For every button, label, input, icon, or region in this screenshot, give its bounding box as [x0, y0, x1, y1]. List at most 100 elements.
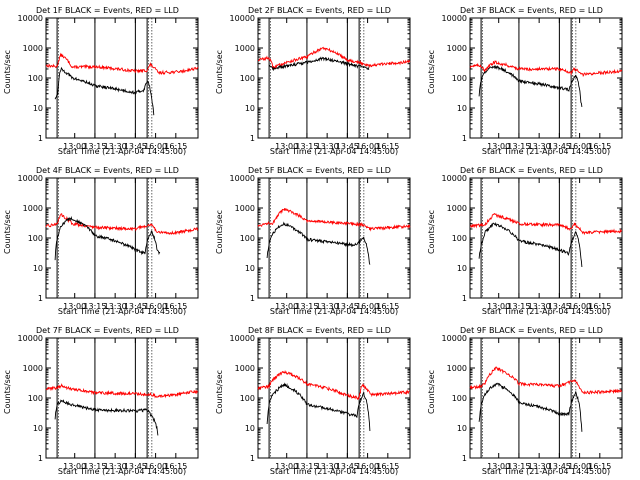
series-lld [469, 60, 623, 78]
x-axis-label: Start Time (21-Apr-04 14:45:00) [482, 467, 610, 476]
y-tick-label: 1 [462, 134, 467, 143]
y-tick-label: 1000 [447, 364, 467, 373]
x-tick-label: 16:00 [144, 302, 167, 311]
y-tick-label: 1000 [235, 44, 255, 53]
panel-2: Det 2F BLACK = Events, RED = LLD Counts/s… [215, 6, 411, 156]
x-tick-label: 13:45 [124, 142, 147, 151]
y-tick-label: 10 [457, 424, 467, 433]
y-tick-label: 10 [457, 104, 467, 113]
y-tick-label: 10 [245, 264, 255, 273]
x-tick-label: 13:00 [275, 302, 298, 311]
panel-title: Det 8F BLACK = Events, RED = LLD [248, 326, 391, 335]
y-axis-label: Counts/sec [3, 210, 12, 254]
x-tick-label: 13:00 [63, 142, 86, 151]
x-tick-label: 13:00 [275, 142, 298, 151]
y-tick-label: 10000 [442, 174, 467, 183]
x-tick-label: 13:45 [548, 302, 571, 311]
y-axis-label: Counts/sec [3, 50, 12, 94]
panel-title: Det 6F BLACK = Events, RED = LLD [460, 166, 603, 175]
panel-7: Det 7F BLACK = Events, RED = LLD Counts/s… [3, 326, 199, 476]
y-tick-label: 10 [33, 104, 43, 113]
x-axis-label: Start Time (21-Apr-04 14:45:00) [482, 307, 610, 316]
x-tick-label: 16:00 [144, 142, 167, 151]
series-events [266, 382, 371, 432]
y-tick-label: 100 [452, 74, 467, 83]
y-tick-label: 1 [38, 294, 43, 303]
y-tick-label: 100 [452, 234, 467, 243]
panel-title: Det 7F BLACK = Events, RED = LLD [36, 326, 179, 335]
x-tick-label: 16:15 [376, 302, 399, 311]
y-tick-label: 10 [457, 264, 467, 273]
y-tick-label: 100 [28, 394, 43, 403]
x-tick-label: 13:30 [316, 142, 339, 151]
y-tick-label: 1000 [235, 364, 255, 373]
x-tick-label: 13:00 [487, 302, 510, 311]
x-axis-label: Start Time (21-Apr-04 14:45:00) [58, 307, 186, 316]
y-tick-label: 100 [452, 394, 467, 403]
plot-frame [45, 17, 199, 139]
y-tick-label: 1 [38, 454, 43, 463]
x-tick-label: 16:15 [164, 462, 187, 471]
y-tick-label: 10000 [442, 14, 467, 23]
x-tick-label: 16:00 [568, 302, 591, 311]
panel-6: Det 6F BLACK = Events, RED = LLD Counts/s… [427, 166, 623, 316]
x-tick-label: 13:15 [295, 302, 318, 311]
y-tick-label: 10000 [18, 174, 43, 183]
y-tick-label: 100 [240, 74, 255, 83]
panel-4: Det 4F BLACK = Events, RED = LLD Counts/s… [3, 166, 199, 316]
x-tick-label: 13:45 [336, 462, 359, 471]
series-events [269, 56, 370, 72]
x-tick-label: 13:45 [124, 462, 147, 471]
series-events [266, 221, 371, 265]
y-axis-label: Counts/sec [215, 370, 224, 414]
x-tick-label: 13:45 [124, 302, 147, 311]
y-tick-label: 10 [33, 264, 43, 273]
x-tick-label: 16:00 [356, 142, 379, 151]
y-tick-label: 100 [28, 234, 43, 243]
x-tick-label: 13:45 [336, 142, 359, 151]
x-tick-label: 16:00 [144, 462, 167, 471]
y-tick-label: 1000 [23, 44, 43, 53]
x-tick-label: 13:30 [316, 462, 339, 471]
plot-frame [469, 337, 623, 459]
x-tick-label: 13:15 [507, 462, 530, 471]
y-tick-label: 10000 [18, 334, 43, 343]
x-tick-label: 13:00 [487, 462, 510, 471]
series-events [478, 382, 583, 432]
y-axis-label: Counts/sec [215, 50, 224, 94]
x-tick-label: 13:00 [63, 462, 86, 471]
x-tick-label: 13:30 [528, 462, 551, 471]
y-tick-label: 10 [245, 424, 255, 433]
series-events [54, 399, 159, 436]
x-axis-label: Start Time (21-Apr-04 14:45:00) [58, 147, 186, 156]
panel-1: Det 1F BLACK = Events, RED = LLD Counts/s… [3, 6, 199, 156]
series-events [478, 222, 583, 268]
x-tick-label: 16:15 [164, 302, 187, 311]
x-tick-label: 13:00 [487, 142, 510, 151]
x-axis-label: Start Time (21-Apr-04 14:45:00) [270, 307, 398, 316]
y-tick-label: 1 [462, 454, 467, 463]
series-lld [45, 213, 199, 236]
x-tick-label: 13:00 [63, 302, 86, 311]
plot-frame [257, 337, 411, 459]
x-tick-label: 13:45 [336, 302, 359, 311]
x-tick-label: 13:30 [316, 302, 339, 311]
panel-title: Det 4F BLACK = Events, RED = LLD [36, 166, 179, 175]
x-tick-label: 16:15 [588, 462, 611, 471]
x-axis-label: Start Time (21-Apr-04 14:45:00) [58, 467, 186, 476]
y-axis-label: Counts/sec [427, 50, 436, 94]
y-tick-label: 1000 [23, 364, 43, 373]
y-tick-label: 1000 [23, 204, 43, 213]
x-tick-label: 13:30 [528, 142, 551, 151]
series-lld [258, 46, 411, 70]
series-events [54, 215, 161, 261]
y-axis-label: Counts/sec [427, 370, 436, 414]
y-axis-label: Counts/sec [215, 210, 224, 254]
x-tick-label: 13:15 [295, 462, 318, 471]
panel-title: Det 2F BLACK = Events, RED = LLD [248, 6, 391, 15]
panel-title: Det 5F BLACK = Events, RED = LLD [248, 166, 391, 175]
panel-title: Det 3F BLACK = Events, RED = LLD [460, 6, 603, 15]
series-events [54, 66, 155, 116]
x-tick-label: 13:15 [295, 142, 318, 151]
